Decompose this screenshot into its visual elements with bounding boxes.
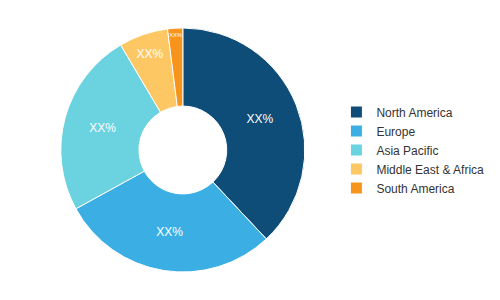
svg-text:XX%: XX%: [156, 225, 183, 239]
svg-text:XX%: XX%: [89, 121, 116, 135]
svg-text:XX%: XX%: [246, 112, 273, 126]
svg-text:South America: South America: [376, 182, 454, 196]
svg-text:Europe: Europe: [376, 125, 415, 139]
svg-text:North America: North America: [376, 106, 452, 120]
svg-text:Middle East & Africa: Middle East & Africa: [376, 163, 484, 177]
svg-text:XX%: XX%: [169, 32, 182, 38]
svg-text:XX%: XX%: [136, 47, 163, 61]
svg-text:Asia Pacific: Asia Pacific: [376, 144, 438, 158]
